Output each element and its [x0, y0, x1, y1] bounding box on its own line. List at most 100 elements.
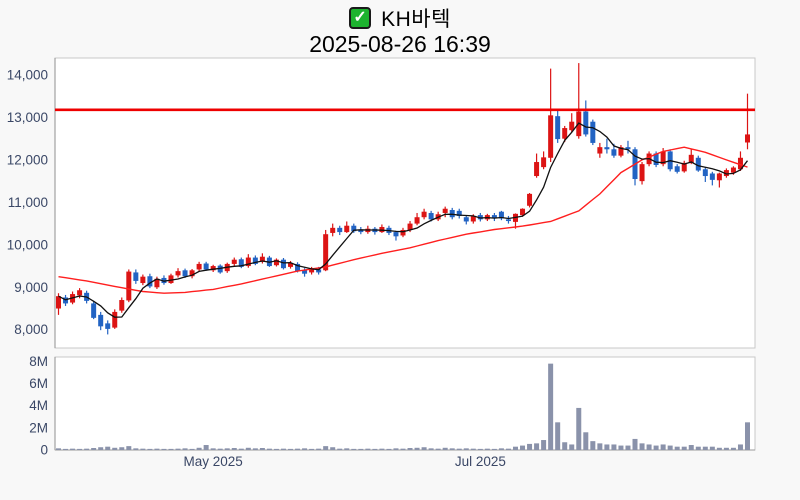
- ma-slow-line: [58, 146, 748, 294]
- candle-body: [288, 263, 294, 267]
- volume-bar: [505, 448, 511, 450]
- candle-body: [302, 270, 308, 274]
- volume-bar: [435, 448, 441, 450]
- candle-body: [569, 121, 575, 131]
- candle-body: [245, 257, 251, 267]
- candle-body: [695, 157, 701, 171]
- volume-bar: [140, 448, 146, 450]
- volume-bar: [498, 448, 504, 450]
- volume-bar: [723, 447, 729, 450]
- candle-body: [273, 259, 279, 266]
- volume-bar: [646, 444, 652, 450]
- volume-bar: [470, 448, 476, 450]
- volume-bar: [112, 447, 118, 450]
- candle-body: [98, 314, 104, 327]
- candle-body: [330, 227, 336, 233]
- volume-bar: [203, 445, 209, 450]
- candle-body: [702, 169, 708, 177]
- volume-bar: [119, 447, 125, 450]
- candle-body: [583, 111, 589, 135]
- volume-bar: [280, 448, 286, 450]
- volume-bar: [224, 448, 230, 450]
- volume-bar: [252, 448, 258, 450]
- volume-bar: [189, 448, 195, 450]
- candle-body: [709, 173, 715, 180]
- volume-bar: [266, 448, 272, 450]
- volume-bar: [386, 448, 392, 450]
- candle-body: [674, 166, 680, 172]
- volume-bar: [632, 438, 638, 450]
- volume-bar: [182, 448, 188, 450]
- candle-body: [379, 226, 385, 233]
- candle-body: [210, 266, 216, 271]
- volume-bar: [660, 444, 666, 450]
- candle-body: [639, 164, 645, 182]
- volume-bar: [84, 448, 90, 450]
- volume-bar: [365, 448, 371, 450]
- chart-datetime: 2025-08-26 16:39: [309, 31, 491, 57]
- candle-body: [140, 276, 146, 284]
- volume-bar: [210, 448, 216, 450]
- candle-body: [428, 212, 434, 220]
- volume-bar: [316, 448, 322, 450]
- candle-body: [611, 149, 617, 156]
- volume-bar: [217, 448, 223, 450]
- candle-body: [534, 162, 540, 177]
- volume-bar: [393, 448, 399, 450]
- candle-body: [119, 300, 125, 311]
- volume-bar: [491, 448, 497, 450]
- checkbox-icon[interactable]: ✓: [349, 7, 372, 29]
- candle-body: [414, 217, 420, 224]
- candle-body: [527, 193, 533, 206]
- volume-bar: [161, 448, 167, 450]
- volume-bar: [702, 446, 708, 450]
- candle-body: [189, 270, 195, 277]
- volume-bar: [548, 363, 554, 450]
- volume-bar: [597, 443, 603, 450]
- candle-body: [470, 215, 476, 222]
- candle-body: [498, 211, 504, 219]
- candle-body: [309, 268, 315, 273]
- candle-body: [168, 275, 174, 284]
- volume-bar: [569, 444, 575, 450]
- volume-bar: [245, 447, 251, 450]
- price-tick-label: 10,000: [7, 237, 48, 252]
- candle-body: [231, 259, 237, 264]
- candle-body: [175, 271, 181, 276]
- volume-bar: [618, 445, 624, 450]
- ma-fast-line: [58, 122, 749, 318]
- candle-body: [56, 296, 61, 309]
- volume-plot-area: [54, 356, 756, 451]
- volume-bar: [154, 448, 160, 450]
- volume-bar: [288, 448, 294, 450]
- candle-body: [597, 147, 603, 154]
- volume-bars: [56, 363, 750, 450]
- volume-bar: [604, 444, 610, 450]
- candle-body: [723, 170, 729, 177]
- price-tick-label: 8,000: [14, 322, 48, 337]
- volume-bar: [695, 446, 701, 450]
- candle-body: [182, 270, 188, 277]
- volume-bar: [379, 448, 385, 450]
- volume-bar: [442, 447, 448, 450]
- candle-body: [344, 225, 350, 233]
- volume-bar: [653, 445, 659, 450]
- price-tick-label: 9,000: [14, 280, 48, 295]
- volume-bar: [126, 446, 132, 450]
- candle-body: [196, 263, 202, 270]
- candle-body: [421, 211, 427, 218]
- price-tick-label: 14,000: [7, 67, 48, 82]
- volume-bar: [407, 448, 413, 450]
- volume-bar: [295, 448, 301, 450]
- candle-body: [590, 121, 596, 143]
- candle-body: [203, 263, 209, 270]
- candle-body: [463, 217, 469, 222]
- candle-body: [295, 263, 301, 272]
- volume-bar: [681, 446, 687, 450]
- volume-bar: [611, 444, 617, 450]
- volume-bar: [168, 448, 174, 450]
- candle-body: [126, 271, 132, 301]
- candle-body: [745, 134, 750, 143]
- volume-bar: [520, 445, 526, 450]
